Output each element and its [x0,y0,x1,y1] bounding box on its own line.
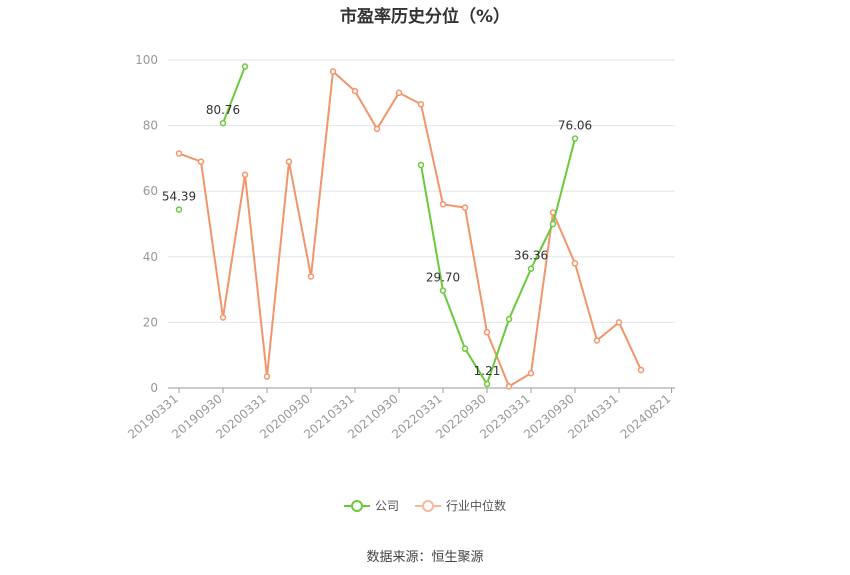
data-point-industry-median [637,366,645,374]
data-point-industry-median [307,273,315,280]
source-note: 数据来源：恒生聚源 [366,550,484,565]
y-tick-label: 0 [150,381,158,395]
series-line-company [222,66,246,124]
data-point-company [505,315,513,323]
y-axis: 0 20 40 60 80 100 [135,53,158,395]
data-label: 29.70 [426,271,460,285]
data-point-company [417,161,425,169]
data-point-industry-median [461,204,469,211]
y-tick-label: 40 [143,250,158,264]
data-point-company [571,135,579,142]
grid-lines [168,59,675,323]
data-point-industry-median [263,373,271,380]
data-point-industry-median [329,68,337,75]
data-label: 54.39 [162,190,196,204]
data-point-industry-median [615,319,623,326]
data-point-industry-median [527,369,535,377]
legend-line-icon-industry [415,499,441,512]
y-tick-label: 60 [143,184,158,198]
series-layer [175,63,645,390]
data-point-industry-median [285,158,293,165]
data-point-industry-median [175,150,183,157]
data-point-company [439,287,447,294]
data-point-industry-median [483,328,491,336]
data-point-company [219,119,227,127]
chart-title: 市盈率历史分位（%） [339,7,511,27]
data-point-industry-median [571,260,579,267]
data-point-company [241,63,249,70]
y-tick-label: 20 [143,315,158,329]
data-point-company [483,380,491,388]
data-point-industry-median [219,314,227,321]
x-axis: 2019033120190930202003312020093020210331… [125,387,675,442]
data-point-industry-median [593,337,601,344]
data-point-industry-median [417,101,425,108]
data-point-industry-median [351,87,359,95]
line-chart: 2019033120190930202003312020093020210331… [125,53,675,442]
data-label: 76.06 [558,119,592,133]
data-point-industry-median [439,201,447,208]
data-point-industry-median [373,125,381,133]
y-tick-label: 100 [135,53,158,67]
data-label: 1.21 [474,364,501,378]
data-label: 36.36 [514,249,548,263]
series-line-industry-median [178,69,642,388]
data-point-industry-median [241,171,249,179]
legend: 公司 行业中位数 [0,497,850,514]
data-point-industry-median [505,383,513,390]
data-point-company [527,265,535,272]
y-tick-label: 80 [143,119,158,133]
data-label: 80.76 [206,103,240,117]
data-point-company [549,220,557,228]
legend-label-company: 公司 [374,499,399,513]
legend-label-industry-median: 行业中位数 [446,499,507,513]
legend-item-industry-median[interactable]: 行业中位数 [415,497,506,514]
x-tick-label: 20240821 [618,392,674,442]
data-point-company [175,206,183,213]
data-point-industry-median [395,89,403,97]
series-line-company [420,138,576,387]
data-point-company [461,345,469,352]
legend-item-company[interactable]: 公司 [343,497,399,514]
data-point-industry-median [197,158,205,165]
legend-line-icon-company [343,499,370,512]
data-labels: 54.39 80.76 29.70 1.21 36.36 76.06 [162,103,592,378]
